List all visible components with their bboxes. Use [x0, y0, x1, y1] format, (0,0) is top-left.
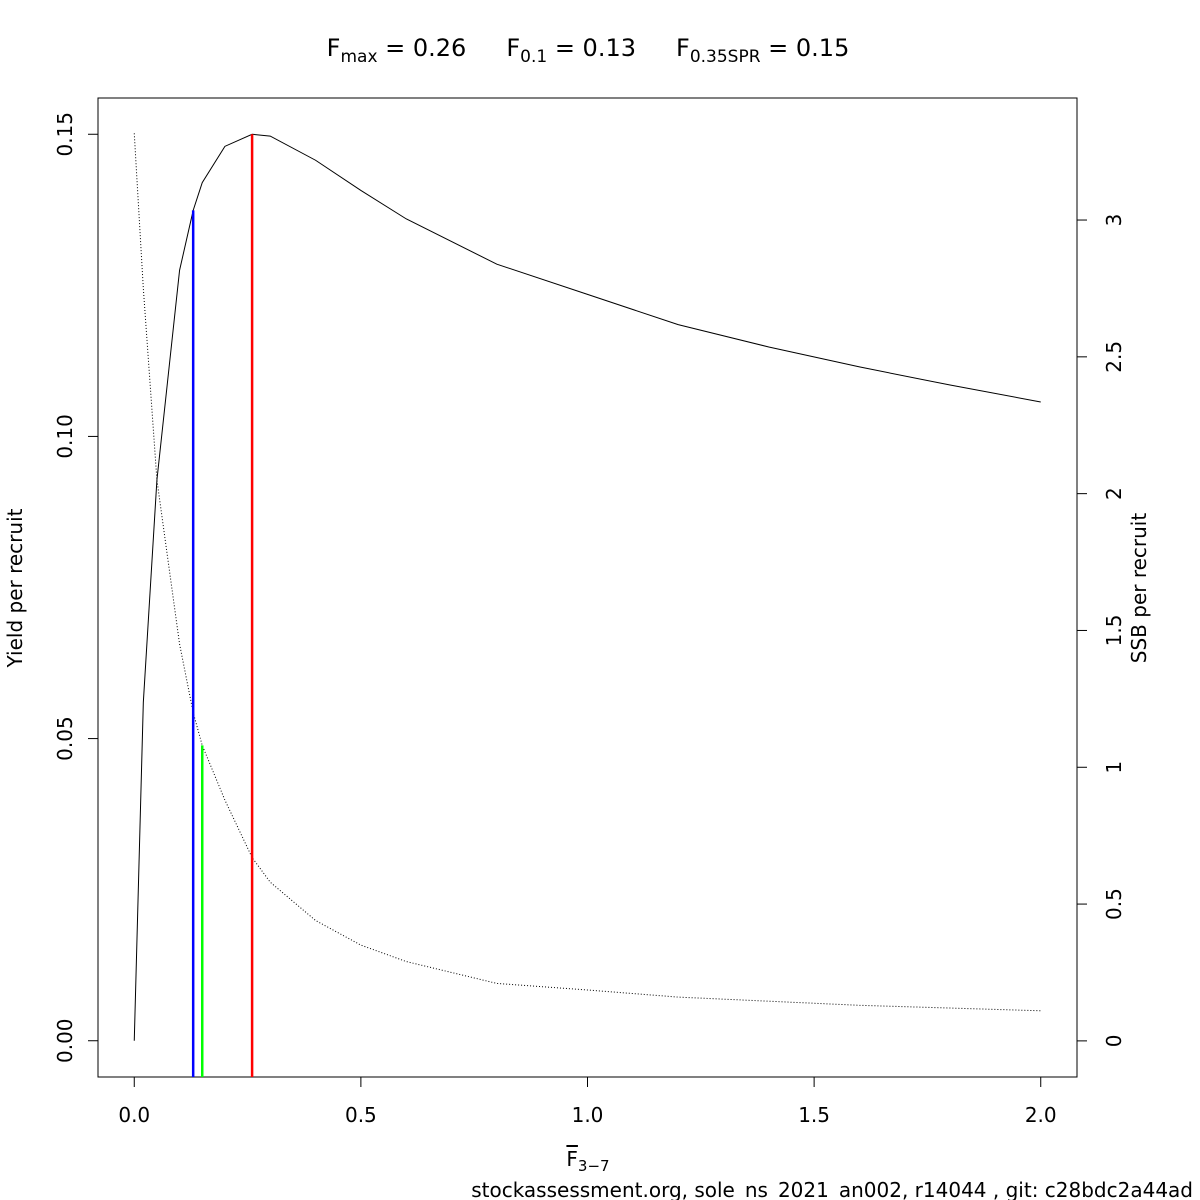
x-tick-label: 0.0 [118, 1103, 150, 1127]
y2-tick-label: 1.5 [1102, 615, 1126, 647]
y2-tick-label: 3 [1102, 214, 1126, 227]
y2-tick-label: 0 [1102, 1035, 1126, 1048]
x-axis-label: F3−7 [566, 1147, 609, 1175]
title-value: = 0.15 [761, 34, 850, 62]
y-tick-label: 0.15 [53, 112, 77, 157]
y-tick-label: 0.10 [53, 414, 77, 459]
y2-tick-label: 2 [1102, 487, 1126, 500]
x-label-symbol: F [566, 1147, 578, 1171]
y-tick-label: 0.00 [53, 1018, 77, 1063]
y-axis-label: Yield per recruit [3, 508, 27, 668]
y2-tick-label: 2.5 [1102, 341, 1126, 373]
y-tick-label: 0.05 [53, 716, 77, 761]
x-tick-label: 0.5 [345, 1103, 377, 1127]
title-symbol: F [676, 34, 690, 62]
title-symbol: F [327, 34, 341, 62]
title-value: = 0.26 [378, 34, 467, 62]
x-tick-label: 2.0 [1025, 1103, 1057, 1127]
title-value: = 0.13 [547, 34, 636, 62]
x-tick-label: 1.0 [572, 1103, 604, 1127]
title-symbol: F [506, 34, 520, 62]
series-line [133, 133, 1041, 1041]
y2-tick-label: 1 [1102, 761, 1126, 774]
y2-tick-label: 0.5 [1102, 888, 1126, 920]
chart-title: Fmax = 0.26 F0.1 = 0.13 F0.35SPR = 0.15 [327, 34, 850, 67]
footer: stockassessment.org, sole_ns_2021_an002,… [471, 1178, 1193, 1200]
title-subscript: 0.35SPR [690, 47, 761, 67]
plot-frame [97, 97, 1078, 1078]
series-line [133, 133, 1041, 1012]
title-subscript: 0.1 [520, 47, 547, 67]
title-subscript: max [340, 47, 377, 67]
y2-axis-label: SSB per recruit [1127, 513, 1151, 664]
x-label-subscript: 3−7 [578, 1157, 610, 1175]
x-tick-label: 1.5 [798, 1103, 830, 1127]
